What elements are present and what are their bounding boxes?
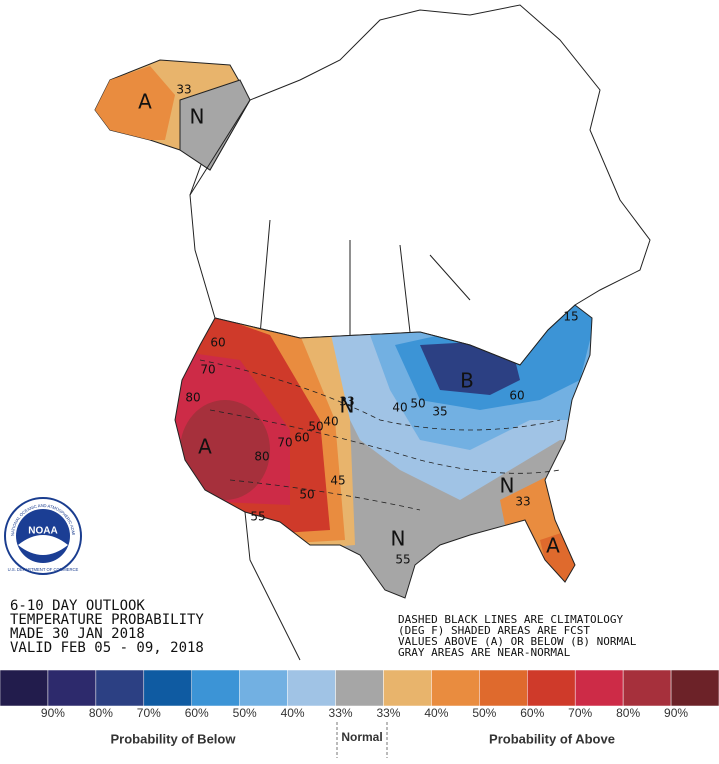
legend-label: 33% — [329, 706, 353, 720]
map-label: N — [500, 474, 515, 498]
note-line: GRAY AREAS ARE NEAR-NORMAL — [398, 646, 571, 659]
note-line: VALUES ABOVE (A) OR BELOW (B) NORMAL — [398, 635, 637, 648]
legend-label: 90% — [41, 706, 65, 720]
legend-swatch — [0, 669, 49, 707]
legend-swatch — [95, 669, 145, 707]
us-outline — [174, 304, 593, 661]
legend-label: 50% — [472, 706, 496, 720]
map-label: 60 — [294, 431, 309, 445]
legend-swatch — [574, 669, 624, 707]
map-label: 45 — [330, 474, 345, 488]
legend-swatch — [527, 669, 576, 707]
climatology-lines — [199, 359, 561, 511]
legend-swatch — [479, 669, 528, 707]
legend-swatch — [287, 669, 336, 707]
map-label: 33 — [515, 495, 530, 509]
outlook-line: 6-10 DAY OUTLOOK — [10, 598, 145, 614]
map-label: 60 — [509, 389, 524, 403]
legend-label: 90% — [664, 706, 688, 720]
legend-label: 60% — [185, 706, 209, 720]
map-label: 40 — [323, 415, 338, 429]
map-label: N — [190, 105, 205, 129]
legend-normal: Normal — [341, 730, 382, 744]
alaska-orange — [95, 66, 175, 140]
legend-above: Probability of Above — [489, 731, 615, 746]
map-label: N — [391, 527, 406, 551]
legend-swatch — [143, 669, 192, 707]
logo-name: NOAA — [28, 526, 57, 537]
legend-label: 60% — [520, 706, 544, 720]
map-label: 50 — [308, 420, 323, 434]
map-label: 55 — [250, 510, 265, 524]
map-label: B — [460, 369, 474, 393]
map-label: 70 — [200, 363, 215, 377]
logo-dept: U.S. DEPARTMENT OF COMMERCE — [8, 567, 79, 572]
note-line: DASHED BLACK LINES ARE CLIMATOLOGY — [398, 613, 624, 626]
map-label: 33 — [339, 395, 354, 409]
map-label: 40 — [392, 401, 407, 415]
map-label: A — [546, 534, 560, 558]
map-label: 55 — [395, 553, 410, 567]
legend-label: 50% — [233, 706, 257, 720]
map-label: 33 — [176, 83, 191, 97]
map-label: 80 — [185, 391, 200, 405]
legend-swatch — [383, 669, 432, 707]
legend-swatch — [431, 669, 480, 707]
legend-label: 70% — [568, 706, 592, 720]
legend-label: 40% — [424, 706, 448, 720]
map-label: N — [340, 394, 355, 418]
legend-swatch — [47, 669, 97, 707]
note-line: (DEG F) SHADED AREAS ARE FCST — [398, 624, 590, 637]
legend-swatch — [335, 669, 384, 707]
outlook-line: TEMPERATURE PROBABILITY — [10, 612, 204, 628]
map-label: 60 — [210, 336, 225, 350]
legend-label: 70% — [137, 706, 161, 720]
map-label: 50 — [410, 397, 425, 411]
outlook-line: MADE 30 JAN 2018 — [10, 626, 145, 642]
map-label: A — [198, 435, 212, 459]
map-label: 50 — [299, 488, 314, 502]
map-label: 35 — [432, 405, 447, 419]
legend-swatch — [191, 669, 240, 707]
logo-ring: NATIONAL OCEANIC AND ATMOSPHERIC ADMINIS… — [0, 0, 76, 536]
legend-below: Probability of Below — [111, 731, 237, 746]
legend-label: 40% — [281, 706, 305, 720]
legend-label: 80% — [616, 706, 640, 720]
legend-label: 33% — [376, 706, 400, 720]
above-80 — [180, 400, 270, 500]
map-label: 70 — [277, 436, 292, 450]
map-label: A — [138, 90, 152, 114]
map-label: 80 — [254, 450, 269, 464]
alaska-normal — [179, 79, 251, 171]
outlook-line: VALID FEB 05 - 09, 2018 — [10, 640, 204, 656]
legend-swatch — [239, 669, 288, 707]
noaa-logo: NOAA NATIONAL OCEANIC AND ATMOSPHERIC AD… — [0, 0, 82, 575]
legend-swatch — [622, 669, 672, 707]
land-lines — [189, 99, 471, 338]
legend-swatch — [670, 669, 719, 707]
map-label: 15 — [563, 310, 578, 324]
legend-label: 80% — [89, 706, 113, 720]
